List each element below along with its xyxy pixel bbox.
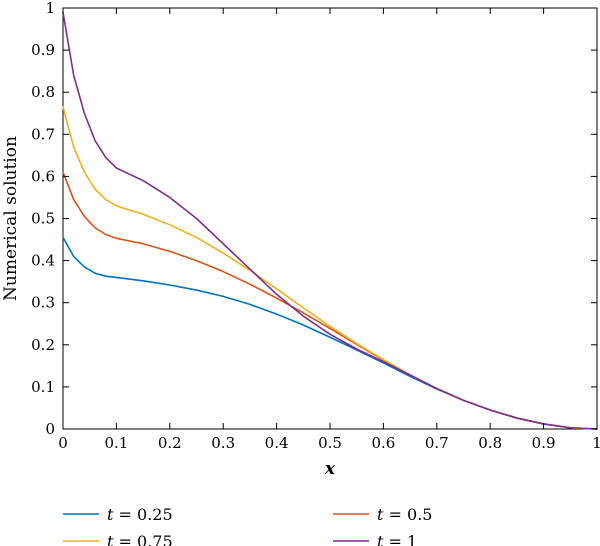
- legend-entry: t = 0.75: [63, 532, 173, 546]
- y-tick-label: 0.7: [31, 125, 55, 143]
- y-tick-label: 0.3: [31, 294, 55, 312]
- series-line-3: [62, 11, 598, 430]
- legend-var: t: [107, 532, 114, 546]
- x-tick-label: 0.1: [104, 434, 128, 452]
- legend-label: t = 0.5: [377, 505, 432, 524]
- legend-label: t = 0.75: [107, 532, 173, 546]
- series-line-0: [62, 236, 598, 430]
- legend-value: = 0.25: [113, 505, 172, 524]
- legend-entry: t = 0.5: [333, 505, 432, 524]
- x-tick-label: 0.2: [158, 434, 182, 452]
- y-tick-label: 0.8: [31, 83, 55, 101]
- y-tick-label: 0.5: [31, 210, 55, 228]
- legend-label: t = 1: [377, 532, 417, 546]
- legend-label: t = 0.25: [107, 505, 173, 524]
- series-group: [62, 11, 598, 430]
- x-tick-label: 0.3: [211, 434, 235, 452]
- plot-area: 0 0.1 0.2 0.3 0.4 0.5 0.6 0.7 0.8 0.9 1 0 0.1 0.2 0.3 0…: [31, 0, 600, 452]
- x-tick-label: 0.7: [425, 434, 449, 452]
- y-tick-label: 1: [45, 0, 55, 17]
- y-tick-label: 0.4: [31, 252, 55, 270]
- series-line-1: [62, 171, 598, 430]
- legend-var: t: [377, 505, 384, 524]
- legend-entry: t = 0.25: [63, 505, 173, 524]
- series-line-2: [62, 106, 598, 430]
- x-tick-label: 0: [58, 434, 68, 452]
- legend-entry: t = 1: [333, 532, 417, 546]
- x-tick-label: 0.4: [265, 434, 289, 452]
- x-tick-label: 0.9: [532, 434, 556, 452]
- y-tick-label: 0.6: [31, 167, 55, 185]
- y-tick-label: 0.1: [31, 378, 55, 396]
- y-tick-label: 0.9: [31, 41, 55, 59]
- x-axis-label: x: [324, 459, 336, 479]
- ticks-group: 0 0.1 0.2 0.3 0.4 0.5 0.6 0.7 0.8 0.9 1 0 0.1 0.2 0.3 0…: [31, 0, 600, 452]
- x-tick-label: 0.6: [371, 434, 395, 452]
- x-tick-label: 0.8: [478, 434, 502, 452]
- legend-var: t: [107, 505, 114, 524]
- y-axis-label: Numerical solution: [1, 136, 21, 301]
- x-tick-label: 1: [592, 434, 600, 452]
- legend-value: = 0.75: [113, 532, 172, 546]
- legend: t = 0.25 t = 0.5t = 0.75 t = 1: [63, 505, 432, 546]
- legend-value: = 0.5: [383, 505, 432, 524]
- plot-frame: [62, 7, 598, 430]
- y-tick-label: 0: [45, 420, 55, 438]
- y-tick-label: 0.2: [31, 336, 55, 354]
- legend-value: = 1: [383, 532, 417, 546]
- legend-var: t: [377, 532, 384, 546]
- x-tick-label: 0.5: [318, 434, 342, 452]
